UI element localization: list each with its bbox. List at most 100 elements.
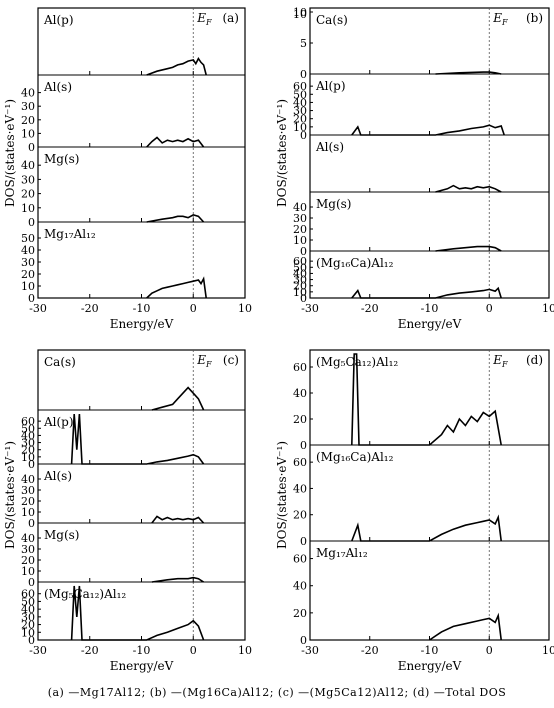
- y-tick-label: 10: [21, 626, 35, 639]
- series-line: [146, 57, 207, 76]
- y-tick-label: 0: [300, 68, 307, 81]
- y-tick-label: 40: [21, 603, 35, 616]
- y-tick-label: 0: [28, 576, 35, 589]
- panel-frame: [309, 349, 550, 641]
- y-axis-label: DOS/(states·eV⁻¹): [275, 99, 289, 207]
- y-tick-label: 10: [293, 286, 307, 299]
- y-tick-label: 0: [28, 141, 35, 154]
- y-tick-label: 20: [293, 223, 307, 236]
- y-tick-label: 60: [21, 588, 35, 601]
- x-tick-label: 10: [542, 302, 554, 315]
- y-tick-label: 40: [21, 429, 35, 442]
- y-tick-label: 40: [293, 267, 307, 280]
- y-tick-label: 60: [293, 456, 307, 469]
- chart-panel-b: (b)EFCa(s)0510Al(p)0102030405060Al(s)Mg(…: [275, 6, 554, 331]
- y-tick-label: 20: [21, 619, 35, 632]
- subplot-label: Mg₁₇Al₁₂: [316, 546, 368, 560]
- y-tick-label: 30: [21, 543, 35, 556]
- figure-caption: (a) —Mg17Al12; (b) —(Mg16Ca)Al12; (c) —(…: [47, 686, 507, 699]
- y-tick-label: 10: [21, 280, 35, 293]
- panel-letter: (d): [526, 353, 543, 367]
- panel-letter: (b): [526, 11, 543, 25]
- subplot-label: Al(p): [43, 415, 74, 429]
- series-line: [351, 514, 502, 542]
- series-line: [351, 353, 502, 446]
- x-tick-label: -10: [133, 302, 151, 315]
- y-tick-label: 20: [293, 413, 307, 426]
- x-tick-label: -20: [81, 302, 99, 315]
- x-axis-label: Energy/eV: [110, 317, 174, 331]
- series-line: [435, 71, 502, 75]
- x-tick-label: -30: [301, 302, 319, 315]
- y-tick-label: 60: [293, 553, 307, 566]
- x-tick-label: -10: [421, 302, 439, 315]
- x-tick-label: -20: [361, 302, 379, 315]
- y-tick-label: 10: [293, 234, 307, 247]
- y-tick-label: 30: [293, 212, 307, 225]
- y-tick-label: 60: [293, 255, 307, 268]
- y-tick-label: 50: [21, 422, 35, 435]
- fermi-level-label: EF: [196, 353, 212, 369]
- y-tick-label: 40: [293, 201, 307, 214]
- y-tick-label: 30: [21, 256, 35, 269]
- y-tick-label: 60: [21, 415, 35, 428]
- subplot-label: Ca(s): [316, 13, 348, 27]
- x-tick-label: -30: [301, 644, 319, 657]
- y-axis-label: DOS/(states·eV⁻¹): [3, 99, 17, 207]
- x-tick-label: -20: [361, 644, 379, 657]
- x-axis-label: Energy/eV: [398, 317, 462, 331]
- series-line: [151, 386, 205, 411]
- x-tick-label: -30: [29, 302, 47, 315]
- y-tick-label: 50: [293, 261, 307, 274]
- subplot-1: (Mg₁₆Ca)Al₁₂ 0 20 40 60: [293, 444, 550, 548]
- y-tick-label: 0: [28, 216, 35, 229]
- y-tick-label: 10: [293, 8, 307, 21]
- fermi-level-label: EF: [492, 353, 508, 369]
- series-line: [146, 276, 207, 299]
- y-tick-label: 0: [300, 129, 307, 142]
- x-axis-label: Energy/eV: [398, 659, 462, 673]
- y-tick-label: 60: [293, 361, 307, 374]
- y-tick-label: 30: [21, 173, 35, 186]
- x-tick-label: 0: [486, 644, 493, 657]
- subplot-label: Mg(s): [44, 528, 80, 542]
- y-tick-label: 20: [293, 280, 307, 293]
- y-tick-label: 20: [21, 188, 35, 201]
- subplot-0: Al(p): [37, 13, 246, 76]
- subplot-0: Ca(s) 0 5 10: [293, 6, 550, 81]
- subplot-label: (Mg₅Ca₁₂)Al₁₂: [44, 587, 126, 601]
- y-tick-label: 20: [21, 114, 35, 127]
- subplot-2: Al(s): [309, 134, 550, 193]
- chart-panel-d: (d) EF(Mg₅Ca₁₂)Al₁₂0204060(Mg₁₆Ca)Al₁₂020…: [275, 349, 554, 673]
- y-tick-label: 30: [21, 100, 35, 113]
- y-tick-label: 10: [21, 565, 35, 578]
- x-tick-label: 10: [542, 644, 554, 657]
- y-tick-label: 50: [293, 88, 307, 101]
- y-tick-label: 20: [293, 509, 307, 522]
- x-tick-label: 10: [238, 302, 252, 315]
- y-tick-label: 30: [21, 437, 35, 450]
- x-tick-label: -20: [81, 644, 99, 657]
- y-tick-label: 40: [293, 96, 307, 109]
- y-tick-label: 20: [21, 268, 35, 281]
- series-line: [429, 612, 502, 641]
- y-tick-label: 20: [21, 444, 35, 457]
- subplot-label: Al(p): [315, 79, 346, 93]
- y-tick-label: 40: [21, 244, 35, 257]
- y-tick-label: 0: [28, 458, 35, 471]
- series-line: [435, 245, 502, 252]
- y-tick-label: 30: [293, 274, 307, 287]
- y-tick-label: 30: [293, 105, 307, 118]
- x-tick-label: -10: [421, 644, 439, 657]
- series-line: [351, 286, 502, 299]
- y-tick-label: 0: [300, 245, 307, 258]
- y-tick-label: 40: [21, 159, 35, 172]
- subplot-label: Al(p): [43, 13, 74, 27]
- series-line: [146, 214, 205, 223]
- fermi-level-label: EF: [492, 11, 508, 27]
